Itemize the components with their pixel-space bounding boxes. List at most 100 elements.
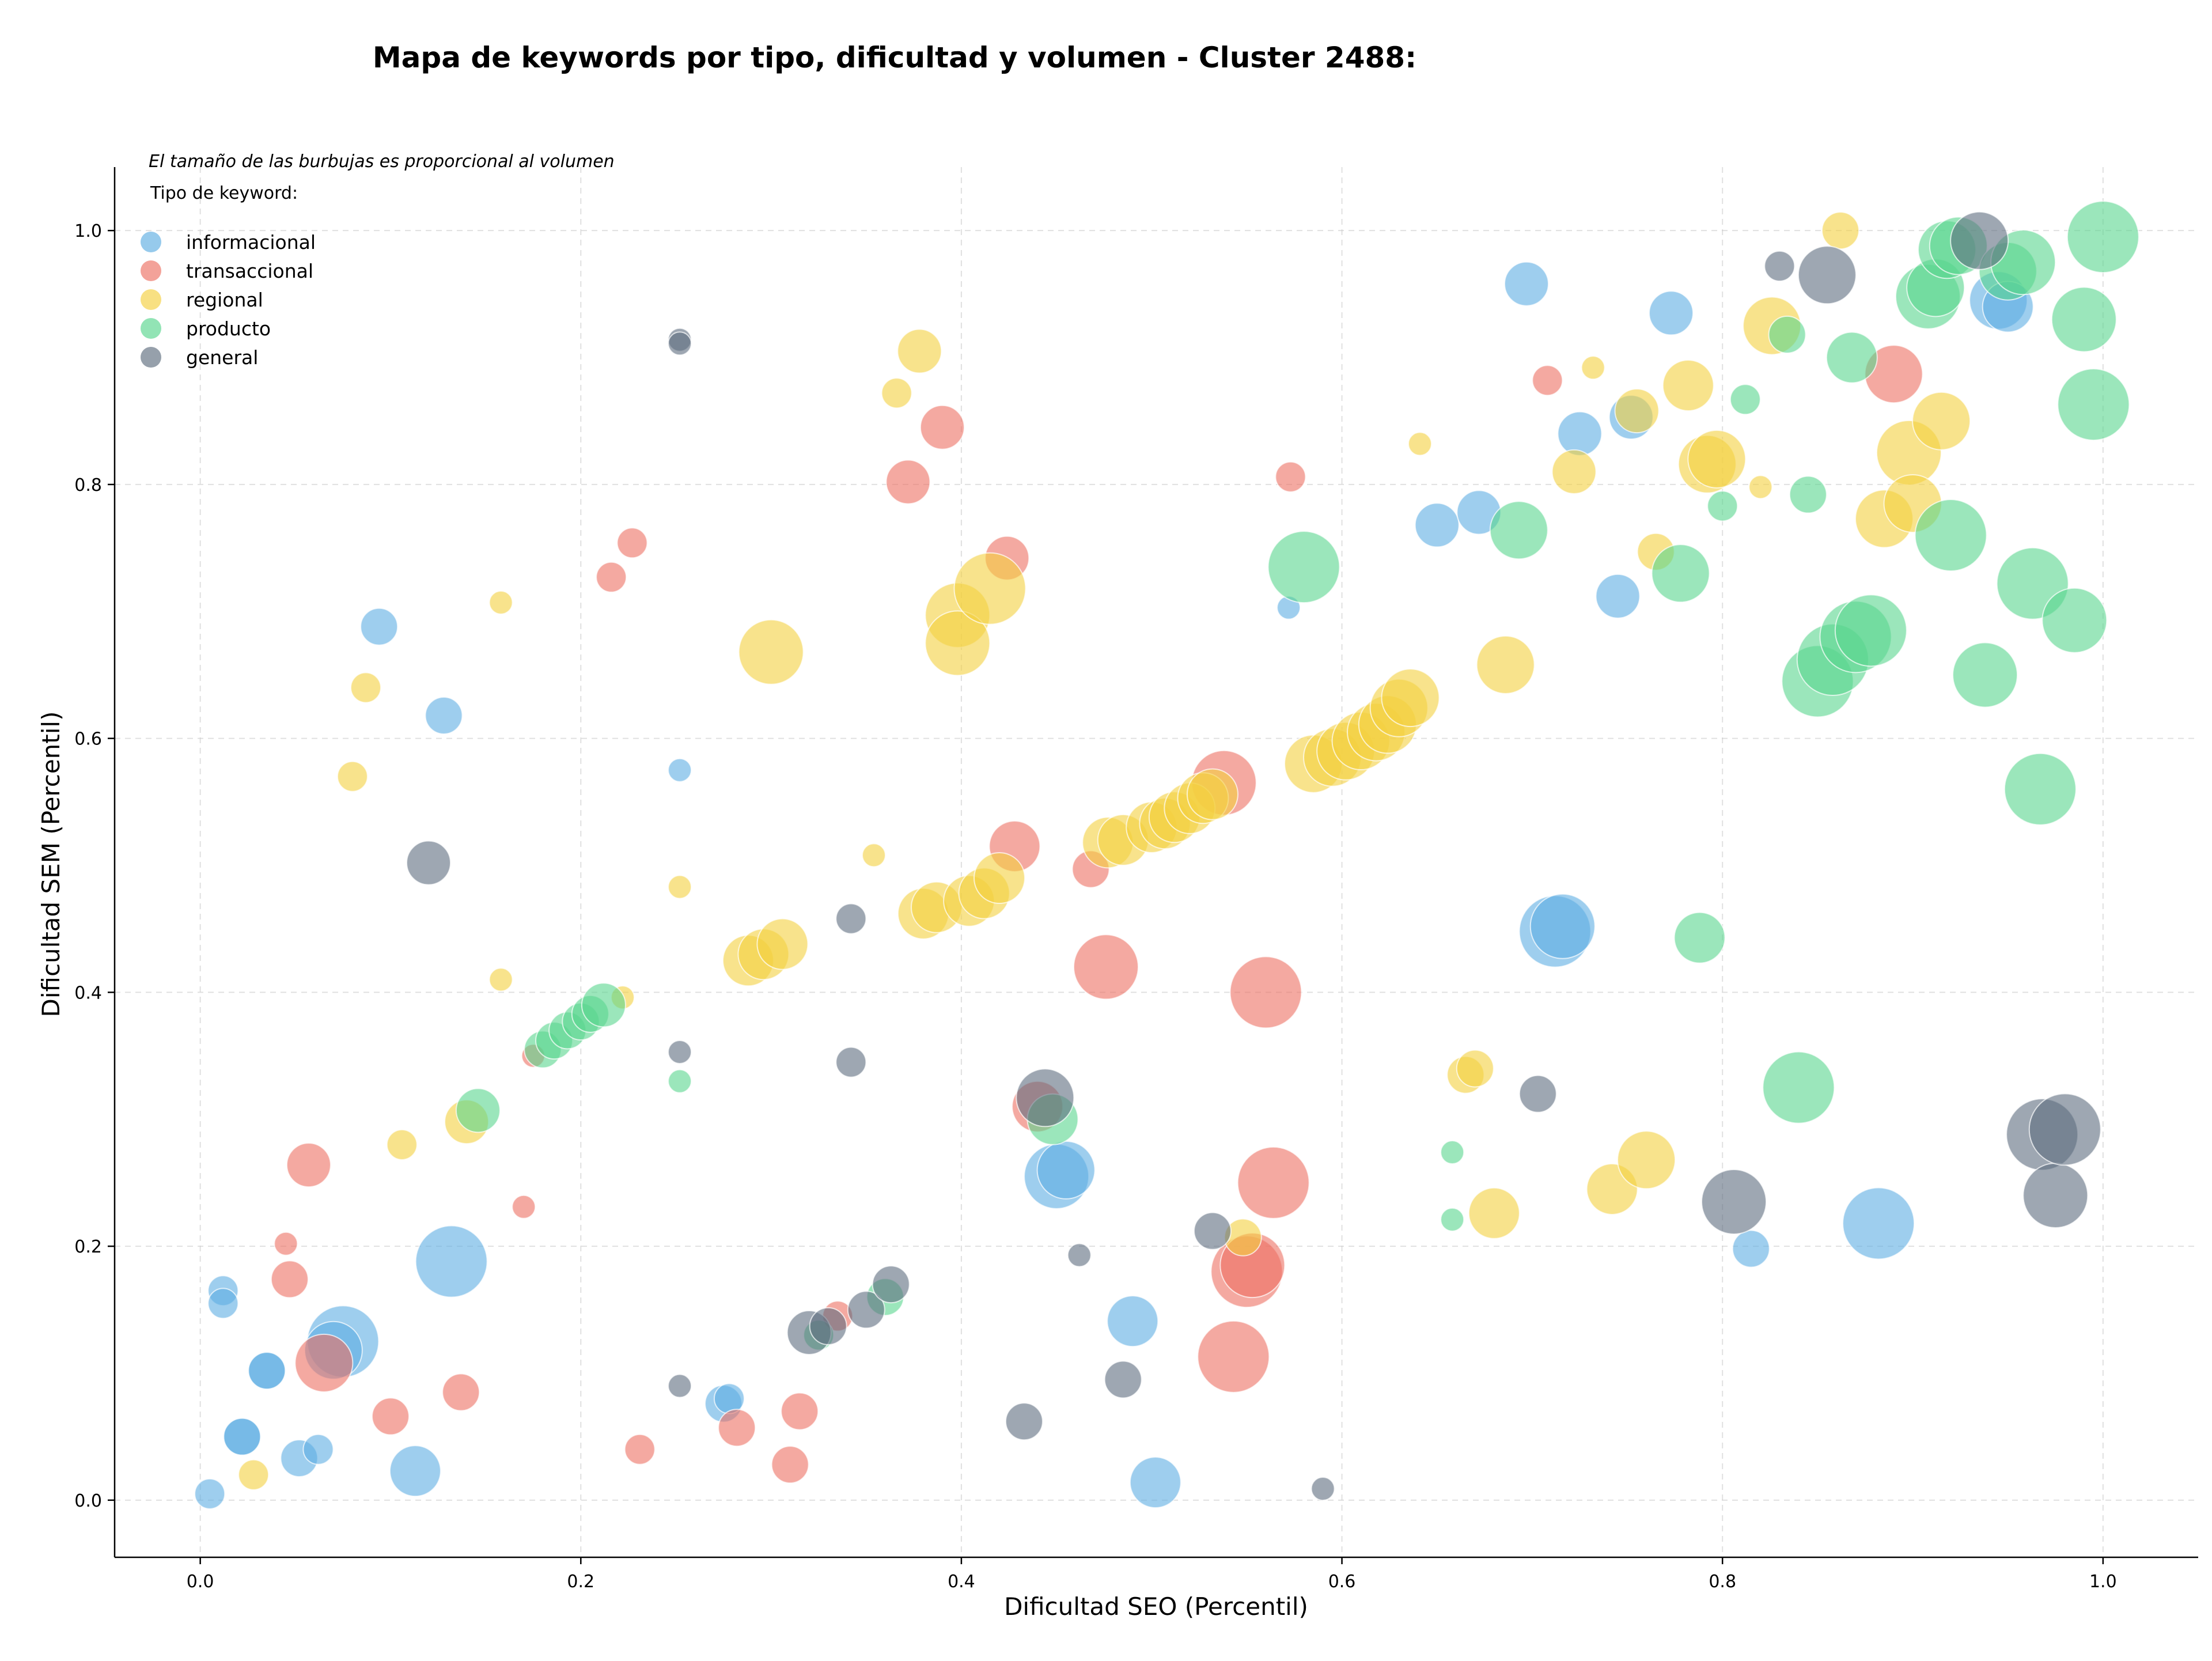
bubble-regional xyxy=(1381,668,1440,728)
bubble-regional xyxy=(386,1129,418,1160)
bubble-regional xyxy=(1614,388,1660,434)
bubble-producto xyxy=(1707,490,1738,522)
bubble-informacional xyxy=(194,1478,226,1509)
bubble-producto xyxy=(1834,594,1907,667)
bubble-regional xyxy=(336,760,368,792)
bubble-regional xyxy=(1468,1187,1520,1239)
bubble-regional xyxy=(1912,391,1971,451)
bubble-general xyxy=(2022,1162,2089,1228)
y-tick-label: 0.6 xyxy=(74,729,102,750)
legend-size-note: El tamaño de las burbujas es proporciona… xyxy=(149,152,615,172)
bubble-producto xyxy=(1914,499,1987,572)
x-tick-label: 0.2 xyxy=(567,1572,594,1592)
bubble-general xyxy=(1797,245,1857,305)
bubble-transaccional xyxy=(1275,461,1306,493)
bubble-transaccional xyxy=(274,1231,298,1256)
bubble-transaccional xyxy=(781,1392,819,1431)
bubble-informacional xyxy=(248,1352,286,1390)
bubble-producto xyxy=(2051,286,2117,353)
bubble-transaccional xyxy=(624,1433,656,1465)
bubble-regional xyxy=(925,610,991,676)
bubble-general xyxy=(1701,1168,1767,1235)
bubble-general xyxy=(2028,1093,2101,1166)
legend-marker-producto xyxy=(141,318,161,339)
bubble-producto xyxy=(668,1069,692,1094)
legend-items: informacional transaccional regional produc… xyxy=(141,231,316,369)
bubble-transaccional xyxy=(885,459,931,505)
bubble-transaccional xyxy=(919,404,965,450)
bubble-general xyxy=(847,1291,885,1329)
bubble-producto xyxy=(1489,501,1548,560)
bubble-general xyxy=(872,1265,910,1304)
bubble-informacional xyxy=(1129,1456,1181,1508)
y-axis-label: Dificultad SEM (Percentil) xyxy=(37,712,65,1017)
bubble-transaccional xyxy=(1197,1320,1270,1393)
bubble-producto xyxy=(581,982,626,1028)
bubble-regional xyxy=(973,852,1025,905)
bubble-producto xyxy=(1440,1140,1465,1165)
bubble-general xyxy=(1518,1074,1557,1113)
legend: El tamaño de las burbujas es proporciona… xyxy=(141,152,615,369)
bubble-informacional xyxy=(389,1445,441,1497)
bubble-transaccional xyxy=(771,1446,809,1484)
bubble-informacional xyxy=(1503,261,1549,307)
bubble-transaccional xyxy=(1073,934,1139,1000)
x-tick-label: 0.6 xyxy=(1328,1572,1356,1592)
bubble-regional xyxy=(1748,475,1773,500)
bubble-general xyxy=(1193,1212,1232,1250)
bubble-producto xyxy=(2066,200,2139,274)
bubble-transaccional xyxy=(718,1409,756,1447)
bubble-general xyxy=(1764,250,1796,282)
bubble-transaccional xyxy=(1237,1146,1310,1219)
bubble-regional xyxy=(238,1459,270,1490)
bubble-regional xyxy=(1617,1130,1676,1190)
bubble-informacional xyxy=(1414,502,1460,548)
bubble-informacional xyxy=(1107,1295,1159,1348)
bubble-regional xyxy=(897,328,942,374)
bubble-regional xyxy=(1186,768,1238,820)
bubble-general xyxy=(1067,1243,1092,1267)
bubble-transaccional xyxy=(512,1194,536,1219)
bubble-transaccional xyxy=(442,1373,480,1412)
bubble-informacional xyxy=(1036,1140,1096,1200)
bubble-producto xyxy=(1673,911,1726,964)
bubble-informacional xyxy=(207,1288,239,1319)
bubble-informacional xyxy=(302,1433,334,1465)
bubble-regional xyxy=(756,918,809,970)
bubble-regional xyxy=(1456,1049,1494,1088)
legend-label-general: general xyxy=(186,346,258,369)
bubble-transaccional xyxy=(286,1142,331,1188)
legend-label-regional: regional xyxy=(186,289,263,311)
y-tick-label: 0.2 xyxy=(74,1237,102,1257)
bubble-informacional xyxy=(1842,1187,1915,1260)
legend-label-informacional: informacional xyxy=(186,231,316,253)
bubble-series xyxy=(194,200,2139,1509)
bubble-informacional xyxy=(415,1225,488,1298)
bubble-informacional xyxy=(1732,1229,1770,1268)
legend-marker-general xyxy=(141,347,161,368)
bubble-producto xyxy=(1651,544,1710,603)
bubble-regional xyxy=(1476,635,1535,694)
bubble-producto xyxy=(2057,368,2130,441)
bubble-producto xyxy=(1789,475,1827,514)
bubble-general xyxy=(1104,1360,1142,1399)
bubble-informacional xyxy=(1595,573,1641,619)
series-general xyxy=(406,211,2101,1501)
x-tick-label: 0.4 xyxy=(948,1572,975,1592)
bubble-regional xyxy=(488,590,513,615)
bubble-informacional xyxy=(223,1417,262,1456)
x-tick-label: 1.0 xyxy=(2089,1572,2117,1592)
bubble-informacional xyxy=(1529,893,1596,959)
bubble-informacional xyxy=(1557,411,1603,456)
x-axis-label: Dificultad SEO (Percentil) xyxy=(1004,1592,1308,1621)
bubble-informacional xyxy=(1649,290,1694,336)
bubble-regional xyxy=(881,377,912,409)
bubble-transaccional xyxy=(596,561,627,593)
legend-marker-informacional xyxy=(141,232,161,252)
bubble-general xyxy=(1950,211,2009,270)
bubble-general xyxy=(406,840,452,886)
bubble-regional xyxy=(1551,449,1597,494)
bubble-producto xyxy=(455,1088,501,1133)
